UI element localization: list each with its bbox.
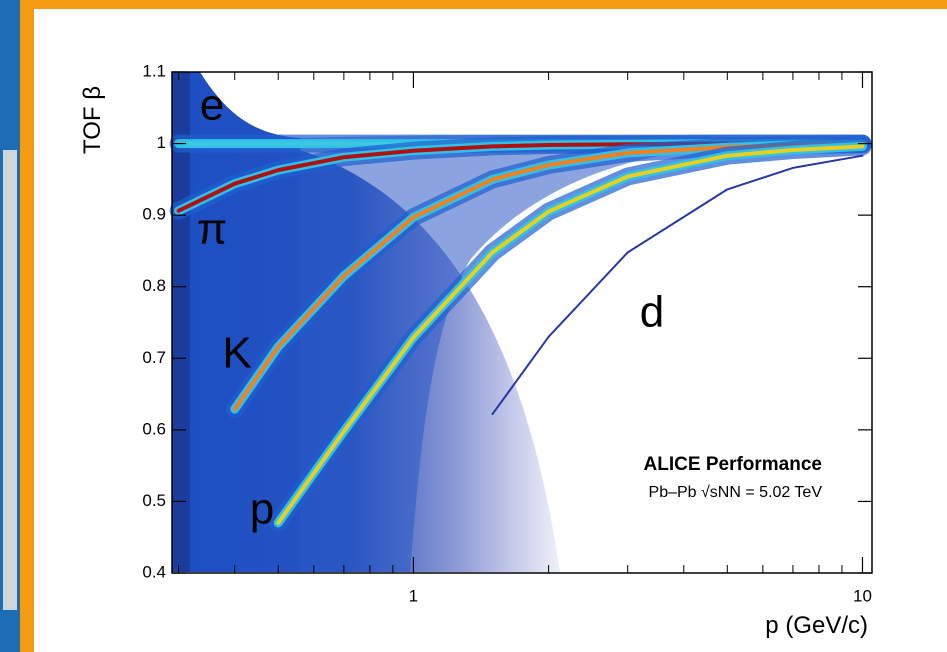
x-tick-label: 1 (409, 586, 418, 605)
frame-left (20, 0, 34, 652)
band-label: d (640, 288, 664, 337)
x-tick-label: 10 (853, 586, 872, 605)
density-background (300, 134, 862, 572)
band-label: K (222, 329, 251, 378)
band-label: p (250, 485, 274, 534)
plot-frame (171, 71, 873, 574)
y-tick-label: 0.7 (142, 348, 166, 367)
band (491, 154, 864, 416)
band-label: π (197, 205, 227, 254)
annotation: Pb–Pb √sNN = 5.02 TeV (649, 484, 823, 501)
y-tick-label: 0.6 (142, 419, 166, 438)
plot-area (169, 72, 872, 572)
band-label: e (200, 81, 224, 130)
y-tick-label: 0.8 (142, 276, 166, 295)
side-image (3, 150, 17, 610)
density-edge (172, 72, 190, 572)
y-tick-label: 1.1 (142, 61, 166, 80)
band (276, 144, 865, 525)
annotation: ALICE Performance (644, 454, 822, 475)
y-tick-label: 1 (157, 133, 166, 152)
frame-top (20, 0, 947, 9)
y-tick-label: 0.4 (142, 562, 166, 581)
y-axis-label: TOF β (79, 86, 106, 154)
x-axis-label: p (GeV/c) (765, 612, 868, 639)
y-tick-label: 0.9 (142, 205, 166, 224)
y-tick-label: 0.5 (142, 491, 166, 510)
